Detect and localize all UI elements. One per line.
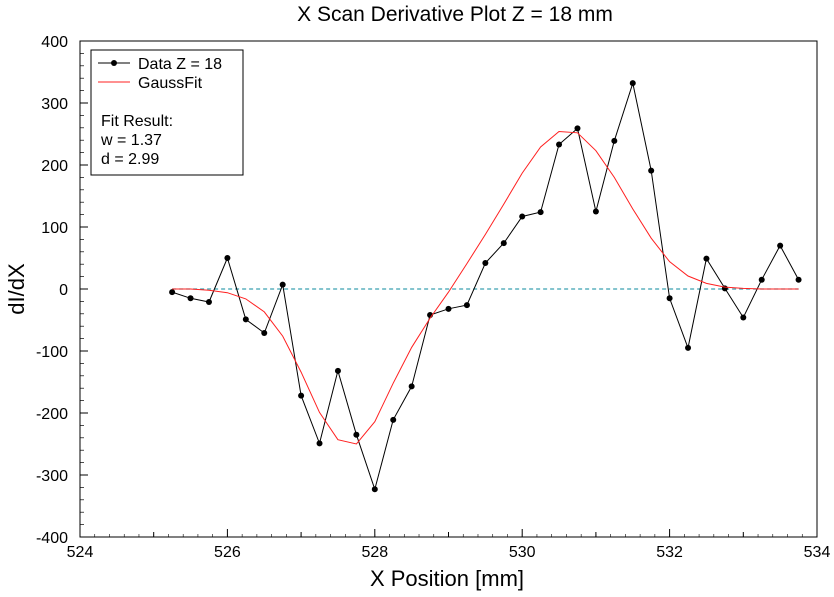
data-point (316, 440, 323, 447)
data-point (445, 305, 452, 312)
data-point (629, 80, 636, 87)
data-point (279, 281, 286, 288)
data-point (298, 392, 305, 399)
data-point (592, 208, 599, 215)
y-tick-label: -100 (36, 344, 68, 361)
data-point (408, 383, 415, 390)
data-point (390, 416, 397, 423)
data-point (353, 431, 360, 438)
data-point (685, 344, 692, 351)
data-point (703, 255, 710, 262)
data-point (463, 302, 470, 309)
y-axis-title: dI/dX (4, 263, 29, 315)
x-tick-label: 534 (804, 544, 831, 561)
data-point (574, 125, 581, 132)
y-tick-label: 100 (41, 220, 68, 237)
fit-result-d: d = 2.99 (101, 151, 159, 168)
legend-box (90, 49, 244, 176)
y-tick-label: 200 (41, 158, 68, 175)
x-tick-label: 524 (67, 544, 94, 561)
y-tick-label: -400 (36, 530, 68, 547)
legend-fit-label: GaussFit (138, 75, 203, 92)
data-point (224, 255, 231, 261)
x-tick-label: 526 (214, 544, 241, 561)
x-tick-label: 532 (656, 544, 683, 561)
data-point (777, 242, 784, 249)
data-series-line (171, 81, 800, 492)
y-tick-label: 300 (41, 96, 68, 113)
data-point (758, 276, 765, 283)
data-point (187, 295, 194, 302)
data-point (242, 316, 249, 323)
legend-data-marker (111, 60, 117, 66)
fit-result-w: w = 1.37 (100, 132, 162, 149)
x-axis-title: X Position [mm] (370, 566, 524, 591)
data-point (795, 276, 802, 283)
legend-data-label: Data Z = 18 (138, 56, 222, 73)
y-tick-label: 0 (59, 282, 68, 299)
data-point (666, 295, 673, 302)
y-tick-label: 400 (41, 34, 68, 51)
data-point (740, 314, 747, 321)
x-tick-label: 530 (509, 544, 536, 561)
data-point (482, 259, 489, 266)
data-point (371, 486, 378, 493)
plot-area (169, 80, 802, 493)
data-point (500, 240, 507, 247)
legend: Data Z = 18 GaussFit Fit Result: w = 1.3… (90, 49, 244, 176)
data-point (334, 367, 341, 374)
y-axis: 400 300 200 100 0 -100 -200 -300 -400 (36, 34, 88, 547)
y-tick-label: -300 (36, 468, 68, 485)
x-axis: 524 526 528 530 532 534 (67, 529, 831, 561)
data-point (261, 330, 268, 337)
data-point (169, 289, 176, 296)
data-point (556, 141, 563, 148)
data-point (537, 209, 544, 216)
fit-result-title: Fit Result: (101, 113, 173, 130)
data-point (611, 137, 618, 144)
x-tick-label: 528 (361, 544, 388, 561)
fit-series-line (172, 130, 799, 445)
data-point (648, 167, 655, 174)
y-tick-label: -200 (36, 406, 68, 423)
data-point (519, 213, 526, 220)
data-point (205, 299, 212, 306)
chart-title: X Scan Derivative Plot Z = 18 mm (297, 3, 613, 26)
